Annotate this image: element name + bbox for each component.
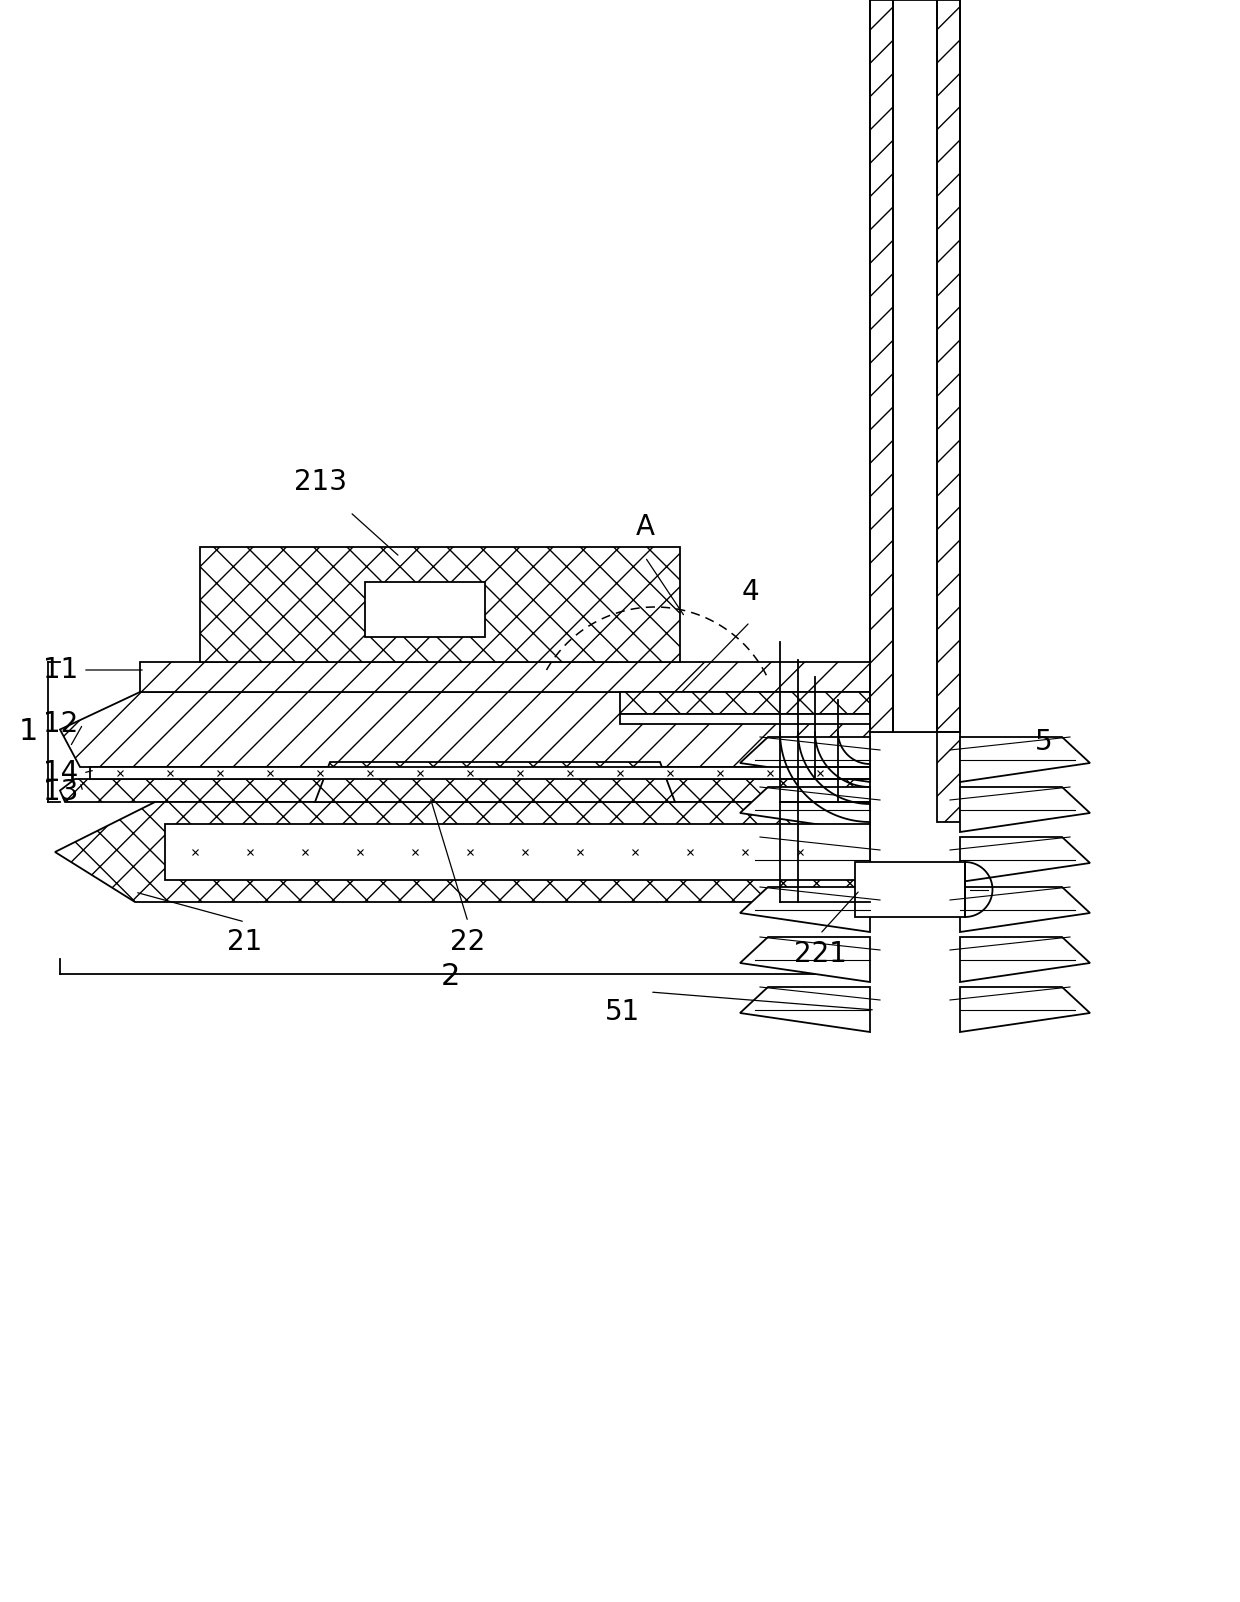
Polygon shape <box>960 737 1090 782</box>
Bar <box>620 692 870 714</box>
Polygon shape <box>960 836 1090 883</box>
Bar <box>893 0 937 732</box>
Polygon shape <box>740 987 870 1032</box>
Polygon shape <box>740 737 870 782</box>
Text: 2: 2 <box>440 961 460 992</box>
Polygon shape <box>740 888 870 932</box>
Bar <box>200 546 680 662</box>
Polygon shape <box>140 662 870 692</box>
Polygon shape <box>740 787 870 831</box>
Text: A: A <box>635 513 655 541</box>
Polygon shape <box>740 937 870 982</box>
Bar <box>870 0 893 732</box>
Polygon shape <box>960 937 1090 982</box>
Text: 5: 5 <box>1035 727 1053 756</box>
Text: 4: 4 <box>742 578 759 606</box>
Polygon shape <box>780 642 870 822</box>
Text: 13: 13 <box>42 779 78 806</box>
Bar <box>165 823 870 879</box>
Polygon shape <box>740 836 870 883</box>
Bar <box>620 714 870 724</box>
Text: 22: 22 <box>450 928 486 956</box>
Text: 213: 213 <box>294 468 346 497</box>
Text: 51: 51 <box>605 998 640 1025</box>
Bar <box>937 732 960 822</box>
Text: 1: 1 <box>19 718 38 747</box>
Polygon shape <box>315 763 675 803</box>
Bar <box>856 862 965 916</box>
Bar <box>365 582 485 638</box>
Polygon shape <box>55 803 870 902</box>
Text: 21: 21 <box>227 928 263 956</box>
Polygon shape <box>60 779 870 803</box>
Text: 14: 14 <box>42 759 78 787</box>
Polygon shape <box>960 787 1090 831</box>
Bar <box>937 0 960 732</box>
Polygon shape <box>60 692 870 767</box>
Text: 12: 12 <box>42 710 78 739</box>
Polygon shape <box>960 987 1090 1032</box>
Bar <box>91 767 870 779</box>
Text: 221: 221 <box>794 940 847 968</box>
Text: 11: 11 <box>42 655 78 684</box>
Polygon shape <box>960 888 1090 932</box>
